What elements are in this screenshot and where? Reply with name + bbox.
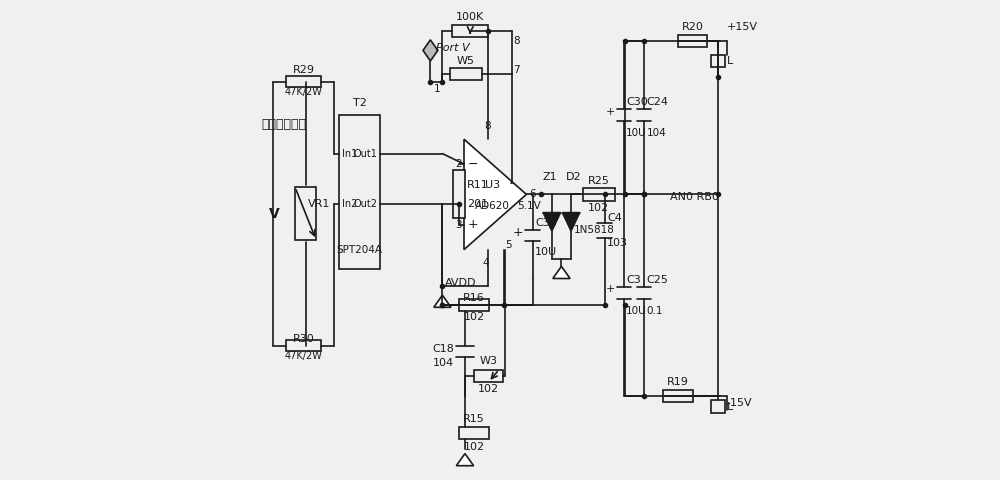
Text: R19: R19 [667,377,689,387]
Text: C36: C36 [535,218,557,228]
FancyBboxPatch shape [453,170,465,218]
Text: W3: W3 [479,356,497,366]
Text: In2: In2 [342,199,357,209]
Text: -15V: -15V [727,398,752,408]
Text: 5: 5 [505,240,511,250]
Text: 1: 1 [433,84,440,94]
FancyBboxPatch shape [711,400,725,413]
Polygon shape [543,213,560,231]
Polygon shape [553,266,570,278]
Polygon shape [434,295,451,307]
Text: D2: D2 [566,172,581,182]
Text: R15: R15 [463,414,485,424]
Text: V: V [269,206,279,221]
Text: 104: 104 [433,358,454,368]
Text: 2: 2 [455,159,462,169]
Text: +: + [468,218,478,231]
Text: +: + [606,285,615,294]
Text: +: + [512,226,523,240]
FancyBboxPatch shape [459,427,489,439]
FancyBboxPatch shape [286,340,321,351]
FancyBboxPatch shape [711,55,725,67]
Text: VR1: VR1 [308,199,330,209]
Text: AN0 RB0: AN0 RB0 [670,192,719,202]
Text: 201: 201 [467,199,488,209]
Text: 6: 6 [529,190,535,199]
Text: 0.1: 0.1 [646,306,663,316]
Text: 47K/2W: 47K/2W [285,351,323,361]
FancyBboxPatch shape [452,25,488,37]
Text: 102: 102 [464,312,485,322]
Text: 1N5818: 1N5818 [573,226,614,235]
Polygon shape [562,213,580,231]
Text: 102: 102 [464,442,485,452]
FancyBboxPatch shape [459,299,489,311]
Text: R11: R11 [467,180,489,190]
Text: 10U: 10U [626,306,647,316]
Text: 8: 8 [485,120,491,131]
Text: Z1: Z1 [542,172,557,182]
Text: 7: 7 [513,65,520,74]
Text: C4: C4 [607,213,622,223]
FancyBboxPatch shape [339,115,380,269]
FancyBboxPatch shape [678,35,707,47]
Text: C3: C3 [626,275,641,285]
Text: R30: R30 [293,334,315,344]
FancyBboxPatch shape [583,188,615,201]
Text: R29: R29 [293,65,315,75]
Text: Out1: Out1 [354,149,378,158]
Text: 104: 104 [646,128,666,138]
Text: 47K/2W: 47K/2W [285,87,323,97]
FancyBboxPatch shape [663,390,693,402]
Text: 4: 4 [482,258,489,268]
Text: 10U: 10U [626,128,647,138]
Text: C18: C18 [433,344,454,354]
Text: Port V: Port V [436,43,470,53]
Polygon shape [423,40,438,61]
Text: AD620: AD620 [475,202,510,211]
Text: 8: 8 [513,36,520,46]
Text: 103: 103 [607,238,628,248]
Text: R16: R16 [463,293,485,303]
Text: 100K: 100K [456,12,484,22]
Text: W5: W5 [457,56,475,66]
Text: C25: C25 [646,275,668,285]
Polygon shape [464,139,526,250]
Text: C30: C30 [626,97,648,107]
FancyBboxPatch shape [474,370,503,382]
FancyBboxPatch shape [286,76,321,87]
Text: Out2: Out2 [354,199,378,209]
Text: In1: In1 [342,149,357,158]
Text: 5.1V: 5.1V [518,202,541,211]
Text: U3: U3 [485,180,500,190]
Text: R25: R25 [588,176,610,186]
Text: 102: 102 [478,384,499,395]
FancyBboxPatch shape [450,68,482,80]
Text: T2: T2 [353,98,367,108]
Text: 3: 3 [455,220,462,230]
Text: 102: 102 [588,203,609,213]
Text: L: L [727,402,733,411]
Text: C24: C24 [646,97,668,107]
Text: L: L [727,56,733,66]
Polygon shape [456,454,474,466]
Text: AVDD: AVDD [445,278,476,288]
FancyBboxPatch shape [295,187,316,240]
Text: R20: R20 [682,22,703,32]
Text: 10U: 10U [535,247,557,257]
Text: 电压信号输入: 电压信号输入 [261,118,306,132]
Text: +15V: +15V [727,22,758,32]
Text: +: + [606,107,615,117]
Text: SPT204A: SPT204A [337,245,383,254]
Text: −: − [468,157,478,170]
